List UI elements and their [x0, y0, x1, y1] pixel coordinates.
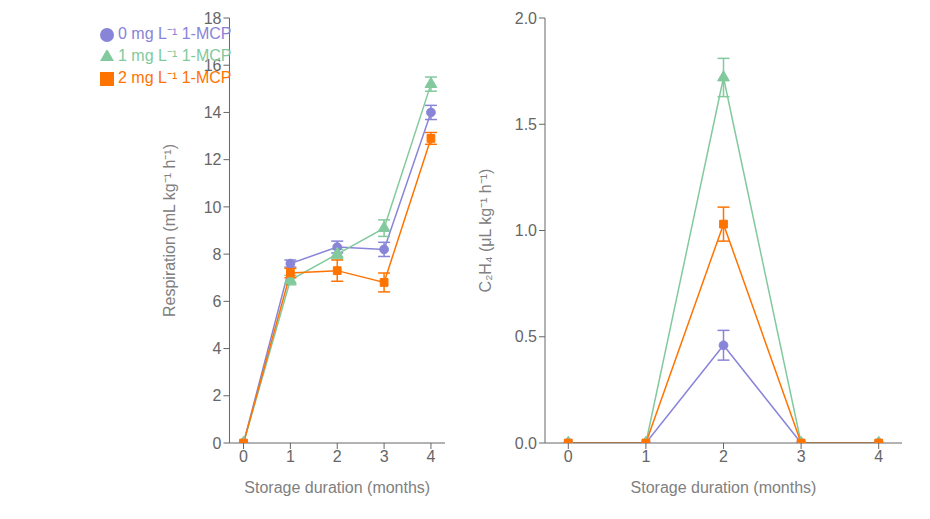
svg-text:10: 10 [204, 199, 222, 216]
svg-text:12: 12 [204, 151, 222, 168]
svg-text:1.0: 1.0 [515, 222, 537, 239]
svg-text:Respiration (mL kg⁻¹ h⁻¹): Respiration (mL kg⁻¹ h⁻¹) [161, 144, 178, 317]
svg-text:Storage duration (months): Storage duration (months) [244, 479, 430, 496]
svg-text:2.0: 2.0 [515, 10, 537, 27]
svg-text:4: 4 [426, 448, 435, 465]
svg-text:0: 0 [239, 448, 248, 465]
svg-text:2: 2 [213, 387, 222, 404]
svg-text:0: 0 [564, 448, 573, 465]
svg-text:0.5: 0.5 [515, 328, 537, 345]
svg-text:1: 1 [641, 448, 650, 465]
svg-text:1: 1 [286, 448, 295, 465]
svg-text:2: 2 [719, 448, 728, 465]
svg-text:4: 4 [213, 340, 222, 357]
svg-text:14: 14 [204, 104, 222, 121]
svg-text:C₂H₄ (μL kg⁻¹ h⁻¹): C₂H₄ (μL kg⁻¹ h⁻¹) [477, 169, 494, 293]
svg-text:3: 3 [797, 448, 806, 465]
svg-text:8: 8 [213, 246, 222, 263]
svg-text:18: 18 [204, 10, 222, 27]
svg-text:1.5: 1.5 [515, 116, 537, 133]
svg-text:2: 2 [333, 448, 342, 465]
svg-text:Storage duration (months): Storage duration (months) [631, 479, 817, 496]
svg-text:6: 6 [213, 293, 222, 310]
svg-text:0.0: 0.0 [515, 435, 537, 452]
svg-text:4: 4 [874, 448, 883, 465]
svg-text:0: 0 [213, 435, 222, 452]
svg-text:16: 16 [204, 57, 222, 74]
svg-text:3: 3 [380, 448, 389, 465]
